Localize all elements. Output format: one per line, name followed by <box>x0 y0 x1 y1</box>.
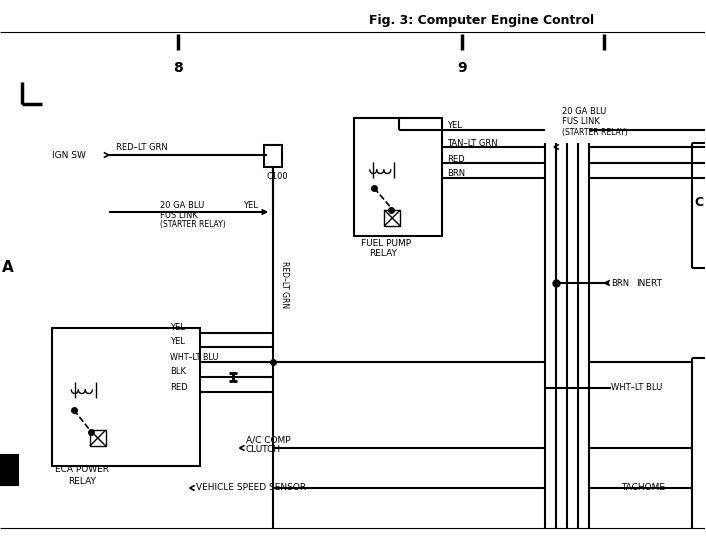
Bar <box>52 328 200 466</box>
Text: 9: 9 <box>457 61 467 75</box>
Text: YEL: YEL <box>169 337 184 347</box>
Text: 20 GA BLU: 20 GA BLU <box>562 108 606 116</box>
Text: RED: RED <box>447 154 465 164</box>
Text: ECA POWER: ECA POWER <box>55 466 109 474</box>
Text: RELAY: RELAY <box>68 477 96 485</box>
Text: 20 GA BLU: 20 GA BLU <box>160 201 204 209</box>
Text: (STARTER RELAY): (STARTER RELAY) <box>562 127 628 137</box>
Text: FUS LINK: FUS LINK <box>160 211 198 219</box>
Text: INERT: INERT <box>636 279 662 287</box>
Bar <box>354 118 442 236</box>
Text: RED–LT GRN: RED–LT GRN <box>280 262 289 308</box>
Text: RED–LT GRN: RED–LT GRN <box>116 143 167 151</box>
Text: BRN: BRN <box>447 170 465 178</box>
Text: VEHICLE SPEED SENSOR: VEHICLE SPEED SENSOR <box>196 484 306 492</box>
Text: Fig. 3: Computer Engine Control: Fig. 3: Computer Engine Control <box>369 14 594 27</box>
Bar <box>384 210 400 226</box>
Text: BRN: BRN <box>611 279 629 287</box>
Text: YEL: YEL <box>244 201 258 209</box>
Text: CLUTCH: CLUTCH <box>246 446 281 454</box>
Text: A: A <box>2 261 13 275</box>
Text: WHT–LT BLU: WHT–LT BLU <box>169 353 218 362</box>
Bar <box>90 430 106 446</box>
Text: FUEL PUMP: FUEL PUMP <box>361 239 412 249</box>
Text: WHT–LT BLU: WHT–LT BLU <box>611 384 662 393</box>
Text: RELAY: RELAY <box>369 250 397 258</box>
Text: YEL: YEL <box>169 324 184 332</box>
Text: C: C <box>695 196 704 209</box>
Text: C100: C100 <box>266 172 288 181</box>
Text: YEL: YEL <box>447 121 462 131</box>
Text: A/C COMP: A/C COMP <box>246 436 290 444</box>
Text: IGN SW: IGN SW <box>52 151 85 159</box>
Text: TACHOME: TACHOME <box>621 484 665 492</box>
Text: FUS LINK: FUS LINK <box>562 118 600 127</box>
Bar <box>265 145 282 167</box>
Text: BLK: BLK <box>169 368 186 376</box>
Text: 8: 8 <box>173 61 183 75</box>
Bar <box>0 455 18 485</box>
Text: RED: RED <box>169 382 187 392</box>
Text: TAN–LT GRN: TAN–LT GRN <box>447 139 498 147</box>
Text: (STARTER RELAY): (STARTER RELAY) <box>160 220 225 230</box>
